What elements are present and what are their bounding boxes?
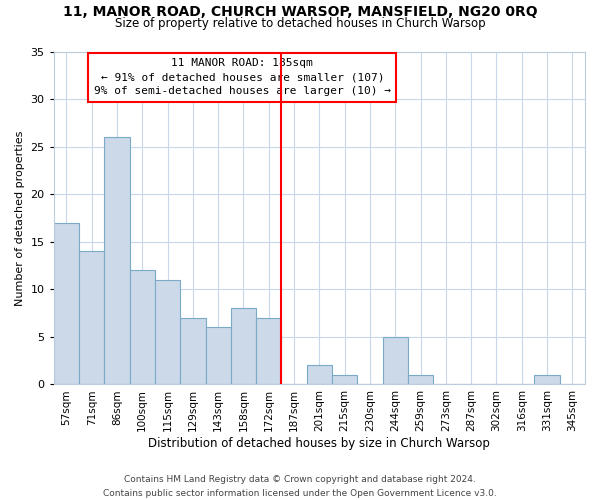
Text: Contains HM Land Registry data © Crown copyright and database right 2024.
Contai: Contains HM Land Registry data © Crown c…	[103, 476, 497, 498]
Bar	[332, 375, 358, 384]
Bar	[383, 337, 408, 384]
Bar	[104, 137, 130, 384]
Bar	[155, 280, 180, 384]
Bar	[307, 366, 332, 384]
X-axis label: Distribution of detached houses by size in Church Warsop: Distribution of detached houses by size …	[148, 437, 490, 450]
Bar	[180, 318, 206, 384]
Text: 11 MANOR ROAD: 185sqm
← 91% of detached houses are smaller (107)
9% of semi-deta: 11 MANOR ROAD: 185sqm ← 91% of detached …	[94, 58, 391, 96]
Bar	[79, 252, 104, 384]
Bar	[408, 375, 433, 384]
Bar	[256, 318, 281, 384]
Bar	[231, 308, 256, 384]
Text: 11, MANOR ROAD, CHURCH WARSOP, MANSFIELD, NG20 0RQ: 11, MANOR ROAD, CHURCH WARSOP, MANSFIELD…	[62, 5, 538, 19]
Bar	[130, 270, 155, 384]
Text: Size of property relative to detached houses in Church Warsop: Size of property relative to detached ho…	[115, 18, 485, 30]
Bar	[535, 375, 560, 384]
Bar	[206, 328, 231, 384]
Bar	[54, 222, 79, 384]
Y-axis label: Number of detached properties: Number of detached properties	[15, 130, 25, 306]
